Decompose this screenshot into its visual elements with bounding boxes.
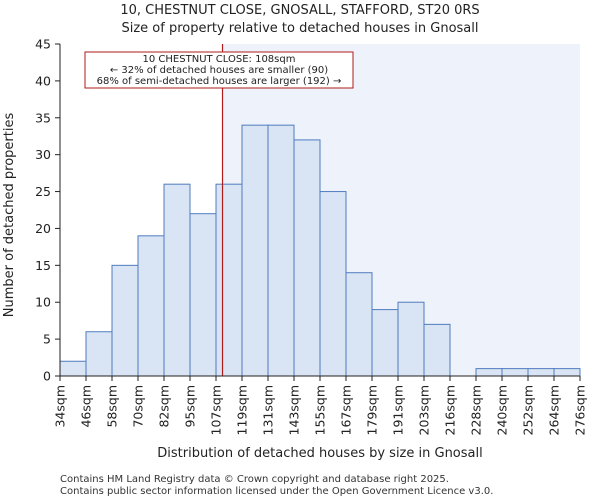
- bar-203sqm: [423, 323, 451, 377]
- x-tick-label-46sqm: 46sqm: [79, 385, 94, 428]
- bar-143sqm: [293, 139, 321, 377]
- footer-line-2: Contains public sector information licen…: [60, 486, 493, 497]
- x-tick-label-276sqm: 276sqm: [573, 385, 588, 435]
- bars-group: [59, 124, 581, 377]
- bar-119sqm: [241, 124, 269, 377]
- x-tick-label-155sqm: 155sqm: [313, 385, 328, 435]
- bar-34sqm: [59, 360, 87, 377]
- bar-46sqm: [85, 331, 113, 377]
- bar-107sqm: [215, 183, 243, 377]
- annotation-border: [84, 51, 354, 89]
- x-tick-label-179sqm: 179sqm: [365, 385, 380, 435]
- x-tick-label-107sqm: 107sqm: [209, 385, 224, 435]
- y-tick-label-0: 0: [43, 369, 51, 384]
- annotation-line-1: 10 CHESTNUT CLOSE: 108sqm: [143, 54, 296, 65]
- y-tick-label-20: 20: [35, 221, 51, 236]
- x-tick-label-191sqm: 191sqm: [391, 385, 406, 435]
- bar-95sqm: [189, 213, 217, 377]
- x-tick-label-252sqm: 252sqm: [521, 385, 536, 435]
- y-tick-label-15: 15: [35, 258, 51, 273]
- x-tick-label-70sqm: 70sqm: [131, 385, 146, 428]
- footer-line-1: Contains HM Land Registry data © Crown c…: [60, 474, 449, 485]
- x-tick-label-95sqm: 95sqm: [183, 385, 198, 428]
- chart-title: 10, CHESTNUT CLOSE, GNOSALL, STAFFORD, S…: [120, 3, 479, 18]
- y-tick-label-35: 35: [35, 110, 51, 125]
- bar-167sqm: [345, 272, 373, 377]
- y-tick-label-5: 5: [43, 332, 51, 347]
- y-axis-label: Number of detached properties: [2, 113, 17, 318]
- x-tick-label-240sqm: 240sqm: [495, 385, 510, 435]
- x-tick-label-264sqm: 264sqm: [547, 385, 562, 435]
- x-tick-label-167sqm: 167sqm: [339, 385, 354, 435]
- y-tick-label-30: 30: [35, 147, 51, 162]
- bar-131sqm: [267, 124, 295, 377]
- x-axis-label: Distribution of detached houses by size …: [157, 446, 482, 461]
- bar-179sqm: [371, 309, 399, 377]
- annotation-box: 10 CHESTNUT CLOSE: 108sqm ← 32% of detac…: [84, 51, 354, 89]
- bar-70sqm: [137, 235, 165, 377]
- annotation-line-3: 68% of semi-detached houses are larger (…: [97, 76, 342, 87]
- bar-191sqm: [397, 301, 425, 377]
- y-tick-label-40: 40: [35, 73, 51, 88]
- bar-240sqm: [501, 368, 529, 377]
- x-tick-label-58sqm: 58sqm: [105, 385, 120, 428]
- bar-264sqm: [553, 368, 581, 377]
- x-tick-label-131sqm: 131sqm: [261, 385, 276, 435]
- x-tick-label-119sqm: 119sqm: [235, 385, 250, 435]
- x-tick-label-216sqm: 216sqm: [443, 385, 458, 435]
- bar-155sqm: [319, 191, 347, 377]
- chart-subtitle: Size of property relative to detached ho…: [121, 21, 478, 36]
- x-tick-label-82sqm: 82sqm: [157, 385, 172, 428]
- y-tick-label-25: 25: [35, 184, 51, 199]
- bar-82sqm: [163, 183, 191, 377]
- x-ticks: 34sqm 46sqm 58sqm 70sqm 82sqm 95sqm 107sqm 119s…: [53, 376, 588, 435]
- y-tick-label-10: 10: [35, 295, 51, 310]
- y-tick-label-45: 45: [35, 37, 51, 52]
- bar-58sqm: [111, 264, 139, 377]
- y-ticks: 0 5 10 15 20 25 30 35 40 45: [35, 37, 60, 384]
- x-tick-label-203sqm: 203sqm: [417, 385, 432, 435]
- x-tick-label-34sqm: 34sqm: [53, 385, 68, 428]
- x-tick-label-143sqm: 143sqm: [287, 385, 302, 435]
- bar-252sqm: [527, 368, 555, 377]
- annotation-line-2: ← 32% of detached houses are smaller (90…: [110, 65, 328, 76]
- bar-228sqm: [475, 368, 503, 377]
- x-tick-label-228sqm: 228sqm: [469, 385, 484, 435]
